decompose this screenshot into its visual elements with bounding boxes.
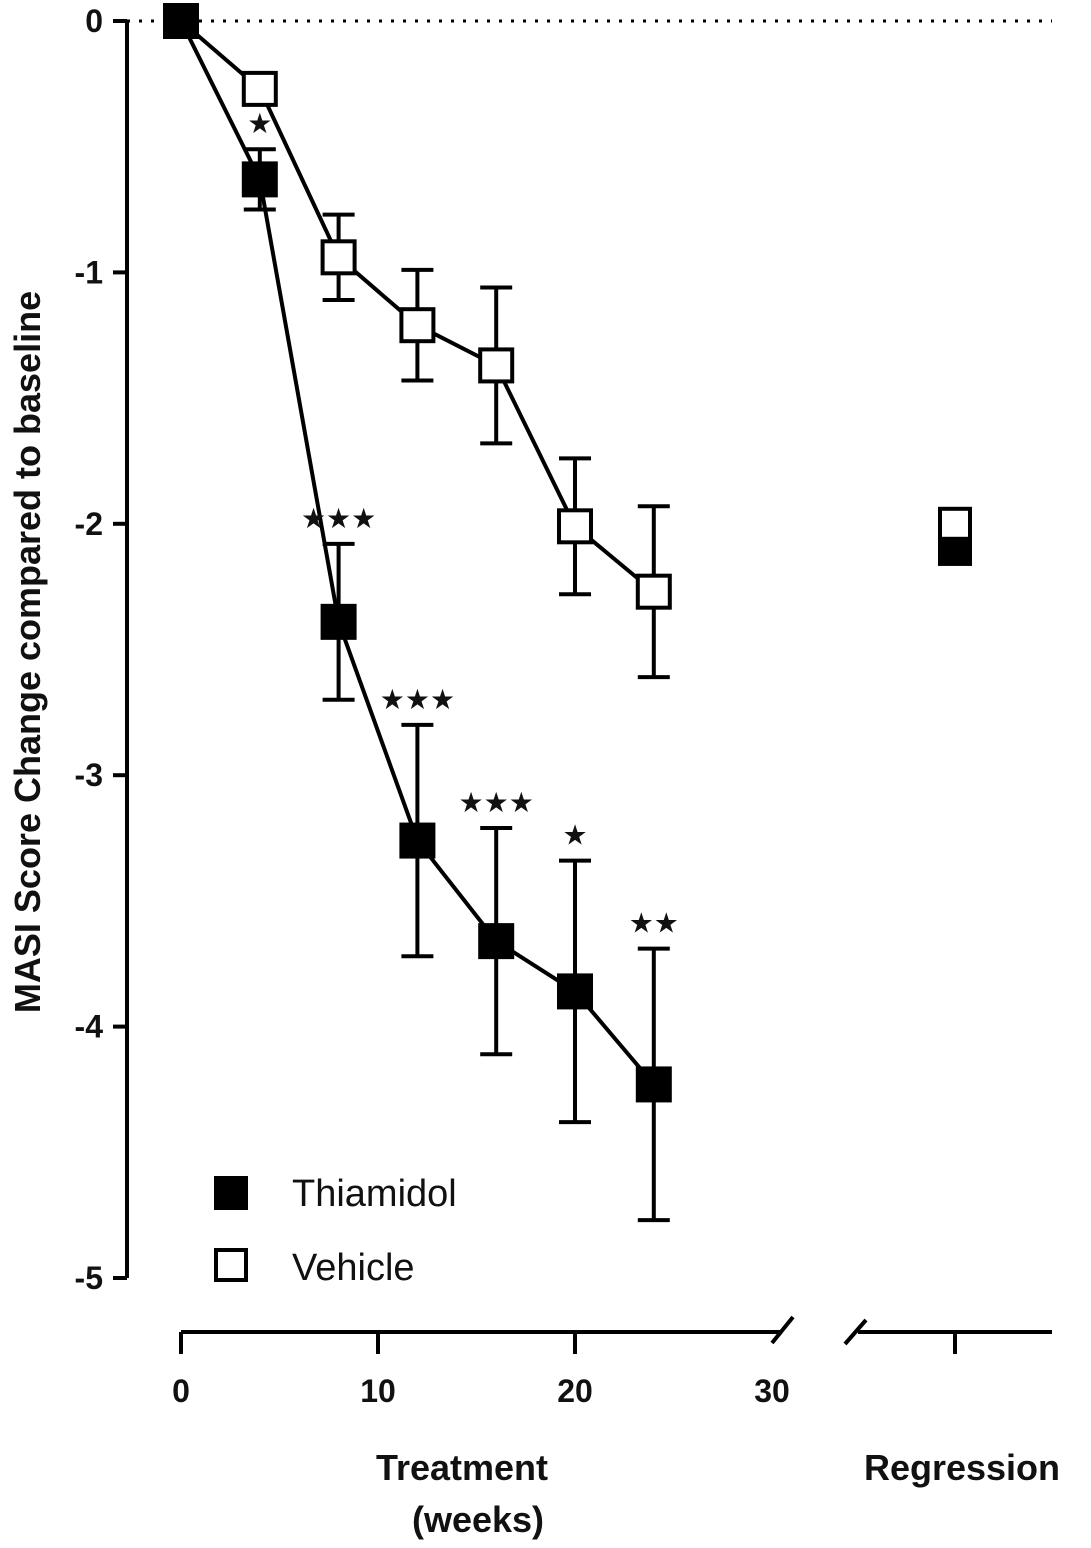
legend-marker-thiamidol [214, 1176, 248, 1210]
x-axis-title-line2: (weeks) [412, 1499, 544, 1540]
x-tick-label: 0 [172, 1373, 190, 1409]
axes: 0 -1 -2 -3 -4 -5 0 10 20 30 [75, 3, 1052, 1409]
significance-marker: ★★ [629, 908, 679, 939]
x-tick-label: 20 [557, 1373, 593, 1409]
x-tick-label: 30 [754, 1373, 790, 1409]
regression-point-vehicle [938, 506, 972, 541]
legend-label-vehicle: Vehicle [292, 1247, 415, 1289]
data-point-thiamidol [635, 1066, 672, 1103]
data-point-thiamidol [399, 822, 436, 859]
y-tick-label: -1 [75, 254, 103, 290]
y-tick-label: 0 [85, 3, 103, 39]
y-tick-label: -4 [75, 1009, 104, 1045]
significance-marker: ★★★ [301, 503, 376, 534]
data-point-thiamidol [320, 603, 357, 640]
labels-layer: MASI Score Change compared to baseline T… [7, 291, 1060, 1540]
data-point-thiamidol [478, 923, 515, 960]
data-point-vehicle [320, 239, 357, 276]
axis-break-right [843, 1318, 868, 1346]
y-axis-title: MASI Score Change compared to baseline [7, 291, 48, 1013]
data-point-thiamidol [241, 161, 278, 198]
x-axis-title-line1: Treatment [376, 1447, 548, 1488]
legend: Thiamidol Vehicle [214, 1173, 457, 1289]
data-point-thiamidol [557, 973, 593, 1010]
legend-label-thiamidol: Thiamidol [292, 1173, 457, 1215]
data-point-vehicle [478, 347, 515, 384]
data-point-vehicle [635, 573, 672, 610]
data-point-vehicle [557, 508, 593, 545]
data-point-thiamidol [163, 3, 199, 39]
regression-label: Regression [864, 1447, 1060, 1488]
data-point-vehicle [399, 307, 436, 344]
y-tick-label: -3 [75, 757, 103, 793]
data-point-vehicle [241, 70, 278, 107]
x-tick-label: 10 [360, 1373, 396, 1409]
legend-marker-vehicle [214, 1248, 248, 1282]
significance-marker: ★ [247, 108, 272, 139]
y-tick-label: -5 [75, 1260, 103, 1296]
y-tick-label: -2 [75, 506, 103, 542]
series-layer: ★★★★★★★★★★★★★ [163, 3, 972, 1223]
significance-marker: ★★★ [459, 787, 534, 818]
significance-marker: ★★★ [380, 684, 455, 715]
axis-break-left [770, 1315, 795, 1345]
significance-marker: ★ [562, 820, 587, 851]
